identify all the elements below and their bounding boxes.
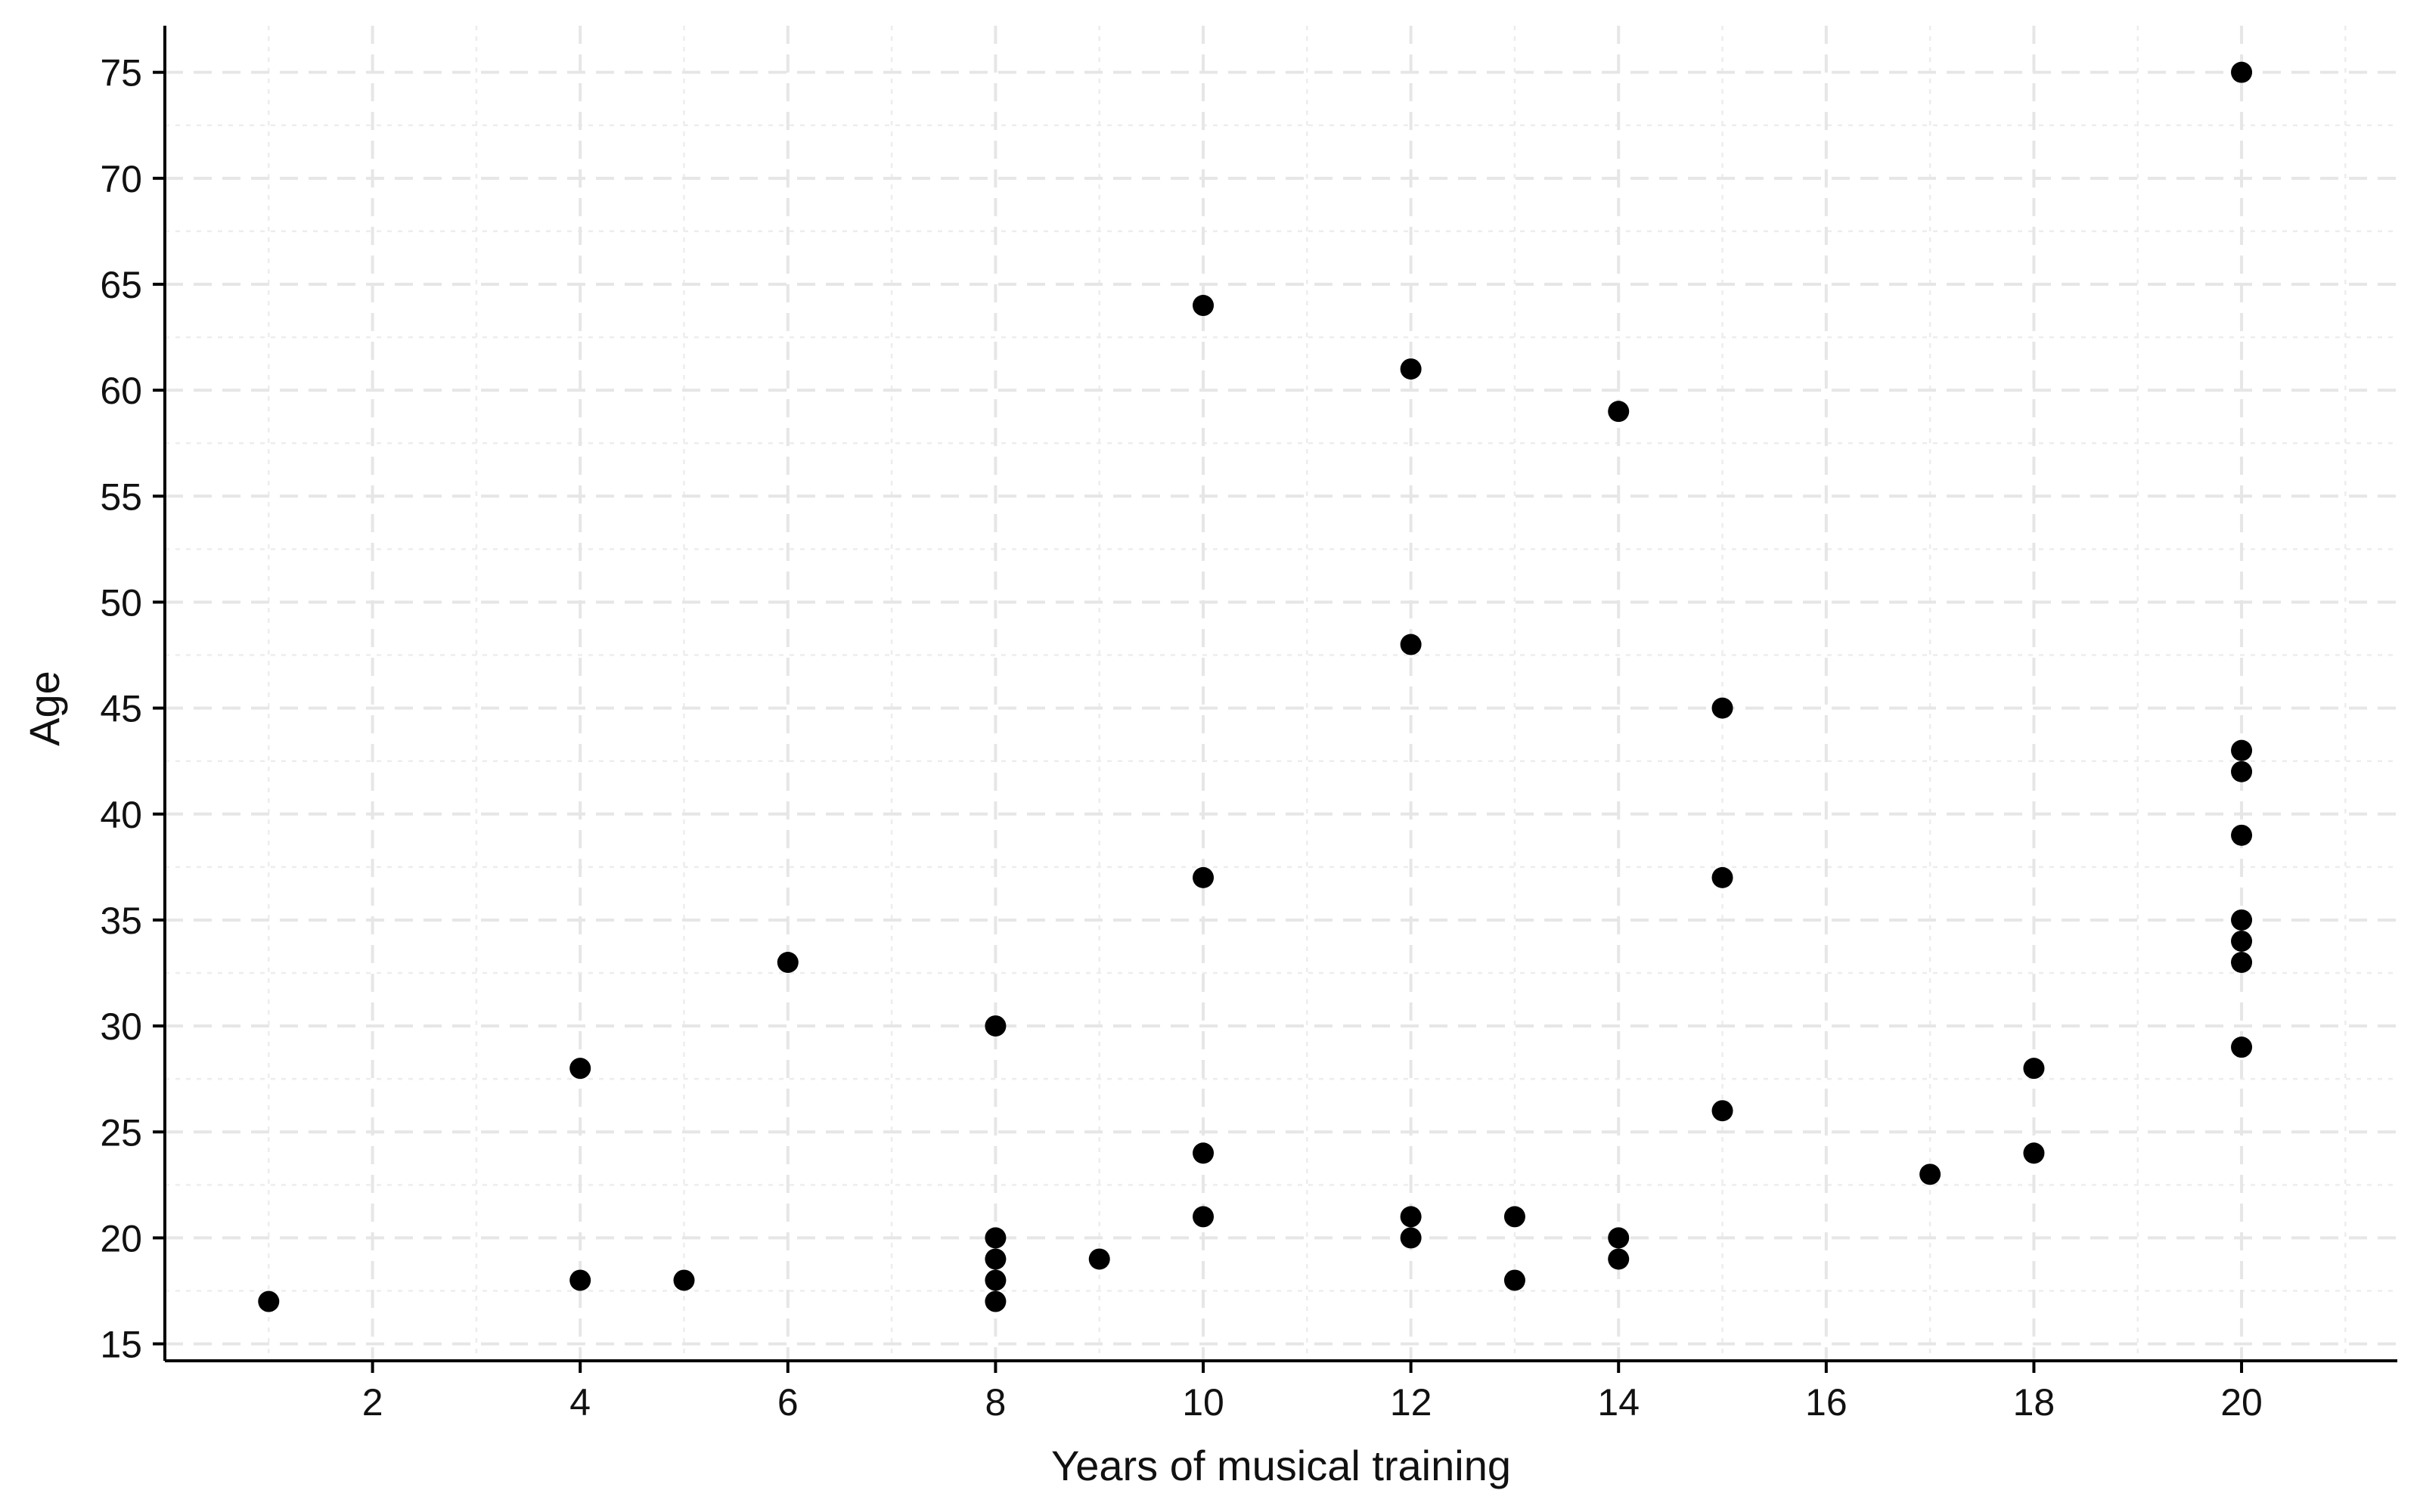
y-tick-label: 65	[100, 264, 142, 306]
y-tick-label: 45	[100, 688, 142, 730]
data-point	[2023, 1142, 2045, 1164]
y-tick-label: 60	[100, 370, 142, 412]
y-tick-label: 20	[100, 1217, 142, 1259]
data-point	[2231, 61, 2253, 83]
data-point	[1919, 1163, 1941, 1185]
data-point	[1193, 295, 1215, 317]
y-tick-label: 35	[100, 900, 142, 942]
x-tick-label: 2	[362, 1381, 383, 1424]
data-point	[258, 1290, 280, 1312]
data-point	[569, 1269, 591, 1291]
grid	[165, 26, 2397, 1361]
y-axis-title: Age	[20, 671, 68, 746]
data-point	[1193, 866, 1215, 888]
tick-labels: 2 4 6 8 10 12 14 16 18 20 15 20 25 30 35 40 45 50 55 60 65 70…	[100, 52, 2262, 1424]
data-point	[985, 1227, 1007, 1249]
x-tick-label: 12	[1390, 1381, 1432, 1424]
data-point	[2231, 761, 2253, 782]
y-tick-label: 75	[100, 52, 142, 94]
data-point	[1400, 634, 1422, 655]
x-axis-title: Years of musical training	[1051, 1442, 1511, 1489]
y-tick-label: 25	[100, 1111, 142, 1154]
data-point	[985, 1015, 1007, 1037]
y-tick-label: 40	[100, 794, 142, 836]
data-point	[1503, 1206, 1525, 1228]
x-tick-label: 18	[2013, 1381, 2055, 1424]
data-point	[569, 1058, 591, 1080]
data-point	[1711, 697, 1733, 719]
x-tick-label: 16	[1805, 1381, 1848, 1424]
x-tick-label: 8	[985, 1381, 1007, 1424]
data-point	[2231, 739, 2253, 761]
data-point	[2023, 1058, 2045, 1080]
data-point	[1400, 358, 1422, 380]
data-point	[2231, 930, 2253, 952]
data-point	[1088, 1248, 1110, 1270]
y-tick-label: 30	[100, 1005, 142, 1048]
data-point	[1608, 1227, 1630, 1249]
data-point	[1608, 401, 1630, 423]
data-point	[777, 952, 799, 974]
data-point	[1193, 1206, 1215, 1228]
data-point	[2231, 1036, 2253, 1058]
data-point	[985, 1269, 1007, 1291]
x-tick-label: 6	[777, 1381, 799, 1424]
axes	[163, 26, 2397, 1362]
data-point	[1503, 1269, 1525, 1291]
x-tick-label: 14	[1597, 1381, 1640, 1424]
y-tick-label: 15	[100, 1324, 142, 1366]
data-point	[2231, 824, 2253, 846]
data-point	[1711, 866, 1733, 888]
y-tick-label: 55	[100, 476, 142, 518]
data-point	[1400, 1206, 1422, 1228]
data-points	[258, 61, 2253, 1312]
data-point	[2231, 909, 2253, 931]
data-point	[985, 1290, 1007, 1312]
data-point	[1608, 1248, 1630, 1270]
data-point	[1711, 1100, 1733, 1122]
y-tick-label: 70	[100, 158, 142, 200]
x-tick-label: 20	[2220, 1381, 2263, 1424]
y-tick-label: 50	[100, 581, 142, 624]
data-point	[673, 1269, 695, 1291]
x-tick-label: 4	[569, 1381, 591, 1424]
data-point	[985, 1248, 1007, 1270]
x-tick-label: 10	[1182, 1381, 1224, 1424]
data-point	[2231, 952, 2253, 974]
data-point	[1193, 1142, 1215, 1164]
data-point	[1400, 1227, 1422, 1249]
